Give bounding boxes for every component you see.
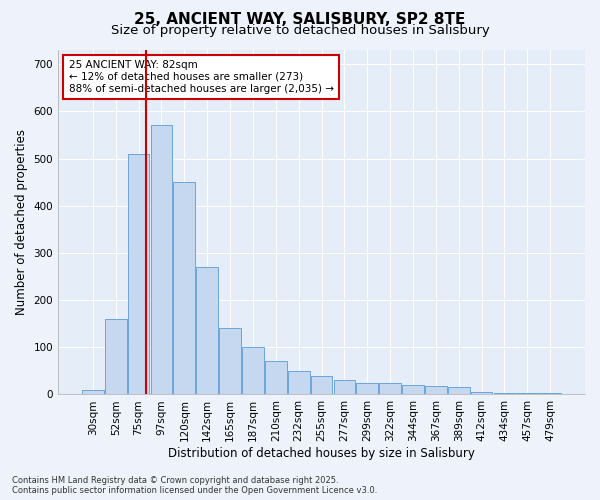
- Text: 25, ANCIENT WAY, SALISBURY, SP2 8TE: 25, ANCIENT WAY, SALISBURY, SP2 8TE: [134, 12, 466, 28]
- Bar: [311, 376, 332, 394]
- Bar: [402, 385, 424, 394]
- Bar: [173, 182, 195, 394]
- Bar: [448, 388, 470, 394]
- Bar: [196, 267, 218, 394]
- Y-axis label: Number of detached properties: Number of detached properties: [15, 129, 28, 315]
- Bar: [356, 382, 378, 394]
- X-axis label: Distribution of detached houses by size in Salisbury: Distribution of detached houses by size …: [168, 447, 475, 460]
- Bar: [494, 393, 515, 394]
- Bar: [539, 393, 561, 394]
- Bar: [219, 328, 241, 394]
- Bar: [379, 382, 401, 394]
- Bar: [471, 392, 493, 394]
- Bar: [425, 386, 447, 394]
- Bar: [334, 380, 355, 394]
- Bar: [242, 348, 264, 395]
- Bar: [517, 393, 538, 394]
- Text: 25 ANCIENT WAY: 82sqm
← 12% of detached houses are smaller (273)
88% of semi-det: 25 ANCIENT WAY: 82sqm ← 12% of detached …: [68, 60, 334, 94]
- Text: Contains HM Land Registry data © Crown copyright and database right 2025.
Contai: Contains HM Land Registry data © Crown c…: [12, 476, 377, 495]
- Bar: [105, 319, 127, 394]
- Bar: [128, 154, 149, 394]
- Bar: [82, 390, 104, 394]
- Bar: [265, 362, 287, 394]
- Bar: [151, 126, 172, 394]
- Bar: [288, 371, 310, 394]
- Text: Size of property relative to detached houses in Salisbury: Size of property relative to detached ho…: [110, 24, 490, 37]
